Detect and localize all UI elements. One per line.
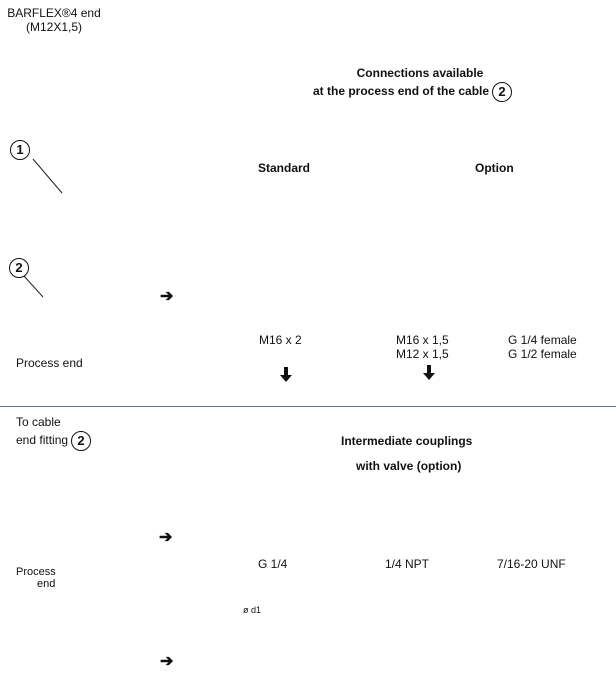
arrow-right-icon: ➔ (160, 653, 174, 670)
arrow-right-icon: ➔ (159, 529, 173, 546)
to-cable-marker: 2 (71, 431, 92, 451)
thread-option-b-line2: G 1/2 female (508, 347, 577, 361)
connections-title-line2-text: at the process end of the cable (313, 84, 490, 99)
arrow-down-icon (422, 365, 436, 385)
couplings-title-line1: Intermediate couplings (341, 434, 473, 448)
connections-title-line2: at the process end of the cable 2 (313, 82, 513, 102)
thread-option-a-line2: M12 x 1,5 (396, 347, 449, 361)
arrow-down-icon (279, 367, 293, 387)
diameter-label: ø d1 (243, 605, 262, 615)
callout-2-marker: 2 (9, 258, 29, 278)
product-label: BARFLEX®4 end (M12X1,5) (6, 6, 102, 34)
to-cable-line2: end fitting 2 (16, 431, 92, 451)
fitting-g14: G 1/4 (258, 557, 288, 571)
thread-standard: M16 x 2 (259, 333, 302, 347)
process-end-label: Process end (16, 356, 83, 370)
to-cable-line1: To cable (16, 415, 61, 429)
column-standard: Standard (258, 161, 311, 175)
thread-option-b-line1: G 1/4 female (508, 333, 577, 347)
to-cable-line2-text: end fitting (16, 433, 69, 448)
section-divider (0, 406, 616, 407)
callout-1-marker: 1 (10, 140, 30, 160)
fitting-unf: 7/16-20 UNF (497, 557, 566, 571)
process-end-small-line1: Process (16, 566, 56, 578)
callout-2-leader (23, 275, 44, 298)
fitting-npt: 1/4 NPT (385, 557, 430, 571)
couplings-title-line2: with valve (option) (356, 459, 462, 473)
callout-1-leader (32, 158, 63, 194)
thread-option-a-line1: M16 x 1,5 (396, 333, 449, 347)
column-option: Option (475, 161, 514, 175)
arrow-right-icon: ➔ (160, 288, 174, 305)
process-end-small-line2: end (37, 578, 56, 590)
connections-title-line1: Connections available (356, 66, 484, 80)
connections-title-marker: 2 (492, 82, 513, 102)
product-label-line2: (M12X1,5) (25, 20, 83, 34)
product-label-line1: BARFLEX®4 end (7, 6, 101, 20)
